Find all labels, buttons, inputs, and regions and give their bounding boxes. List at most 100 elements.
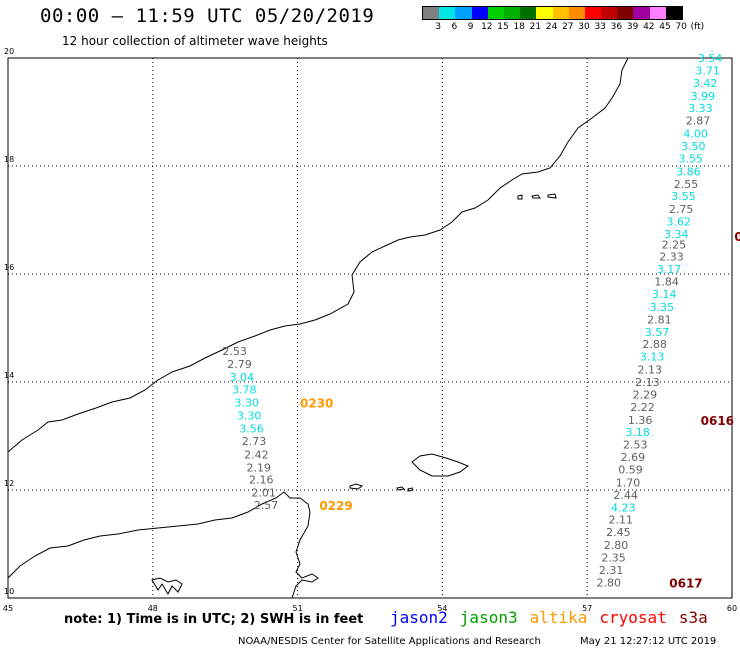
legend-label: 21 (529, 22, 542, 32)
footer-note: note: 1) Time is in UTC; 2) SWH is in fe… (64, 612, 364, 627)
swh-value: 2.16 (249, 474, 274, 487)
legend-swatch (584, 7, 602, 19)
swh-value: 3.62 (666, 216, 691, 229)
swh-value: 2.88 (642, 338, 667, 351)
swh-value: 3.50 (681, 140, 706, 153)
swh-value: 2.80 (604, 539, 629, 552)
pass-time-label: 0229 (319, 499, 352, 513)
swh-value: 3.13 (640, 351, 665, 364)
legend-label: 33 (594, 22, 606, 32)
legend-label: 9 (467, 22, 474, 32)
swh-value: 1.84 (654, 276, 679, 289)
swh-value: 2.01 (251, 487, 276, 500)
swh-value: 1.70 (616, 476, 641, 489)
island-socotra (411, 453, 470, 477)
swh-value: 2.22 (630, 401, 655, 414)
swh-value: 3.18 (625, 426, 650, 439)
map-frame (7, 57, 733, 599)
legend-swatch (503, 7, 521, 19)
legend-label: 42 (643, 22, 655, 32)
legend-label: 18 (513, 22, 525, 32)
y-tick-label: 20 (4, 47, 14, 56)
swh-value: 2.25 (662, 238, 687, 251)
legend-swatch (439, 7, 456, 19)
satellite-cryosat: cryosat (599, 608, 667, 627)
legend-label: 39 (626, 22, 639, 32)
swh-value: 2.11 (609, 514, 634, 527)
x-tick-label: 48 (148, 604, 158, 613)
y-tick-label: 12 (4, 479, 14, 488)
swh-value: 3.78 (232, 384, 257, 397)
swh-value: 3.42 (693, 77, 718, 90)
swh-value: 2.73 (242, 435, 267, 448)
swh-value: 2.57 (254, 499, 279, 512)
swh-value: 3.33 (688, 102, 713, 115)
map-title: 00:00 – 11:59 UTC 05/20/2019 (40, 5, 375, 27)
legend-label: 36 (610, 22, 623, 32)
legend-swatches (422, 6, 683, 20)
coastline-somalia (7, 491, 319, 599)
pass-time-label: 0616 (701, 414, 734, 428)
swh-value: 3.71 (695, 64, 720, 77)
footer-credit: NOAA/NESDIS Center for Satellite Applica… (238, 636, 541, 647)
legend-swatch (633, 7, 650, 19)
legend-label: 70 (675, 22, 687, 32)
land-fragment-sw (151, 577, 183, 596)
legend-swatch (455, 7, 472, 19)
swh-value: 1.36 (628, 414, 653, 427)
swh-value: 2.81 (647, 313, 672, 326)
swh-value: 3.14 (652, 288, 677, 301)
legend-label: 12 (481, 22, 493, 32)
swh-value: 3.55 (671, 190, 696, 203)
satellite-legend: jason2 jason3 altika cryosat s3a (390, 608, 720, 627)
swh-value: 2.87 (686, 115, 711, 128)
legend-label: 6 (451, 22, 458, 32)
y-tick-label: 18 (4, 155, 14, 164)
swh-value: 0.59 (618, 463, 643, 476)
legend-swatch (471, 7, 488, 19)
swh-value: 2.45 (606, 526, 631, 539)
swh-value: 2.42 (244, 448, 269, 461)
swh-value: 3.30 (234, 397, 259, 410)
swh-value: 2.19 (247, 461, 272, 474)
pass-time-label: 0617 (669, 576, 702, 590)
legend-swatch (617, 7, 634, 19)
legend-swatch (536, 7, 553, 19)
swh-value: 2.53 (623, 439, 648, 452)
island-abd-al-kuri (349, 483, 364, 490)
x-tick-label: 57 (582, 604, 592, 613)
legend-swatch (423, 7, 440, 19)
swh-value: 3.56 (239, 422, 264, 435)
swh-value: 4.23 (611, 501, 636, 514)
coastline-arabia (7, 57, 629, 453)
y-tick-label: 16 (4, 263, 14, 272)
swh-value: 3.54 (698, 52, 723, 65)
x-tick-label: 54 (437, 604, 447, 613)
island-brothers (396, 486, 414, 492)
legend-swatch (601, 7, 618, 19)
swh-observations: 2.532.793.043.783.303.303.562.732.422.19… (222, 52, 722, 589)
legend-swatch (568, 7, 585, 19)
swh-value: 2.33 (659, 251, 684, 264)
swh-value: 3.86 (676, 165, 701, 178)
legend-label: 45 (659, 22, 671, 32)
map-subtitle: 12 hour collection of altimeter wave hei… (62, 34, 328, 48)
legend-swatch (487, 7, 504, 19)
legend-swatch (520, 7, 537, 19)
satellite-s3a: s3a (678, 608, 708, 627)
swh-value: 3.04 (230, 371, 255, 384)
swh-value: 2.44 (613, 489, 638, 502)
swh-value: 2.35 (601, 552, 626, 565)
swh-value: 4.00 (683, 128, 708, 141)
swh-value: 2.79 (227, 358, 252, 371)
swh-value: 2.69 (621, 451, 646, 464)
pass-time-labels: 0230 0229 0615 0616 0617 (300, 230, 740, 590)
legend-labels: 3 6 9 12 15 18 21 24 27 30 33 36 39 42 45 70 (ft) (422, 20, 704, 34)
lat-lon-grid (7, 57, 733, 599)
x-tick-label: 60 (727, 604, 737, 613)
coastline (7, 57, 629, 599)
swh-value: 2.55 (674, 178, 699, 191)
satellite-jason2: jason2 (390, 608, 448, 627)
islands-kuria-muria (517, 193, 557, 200)
